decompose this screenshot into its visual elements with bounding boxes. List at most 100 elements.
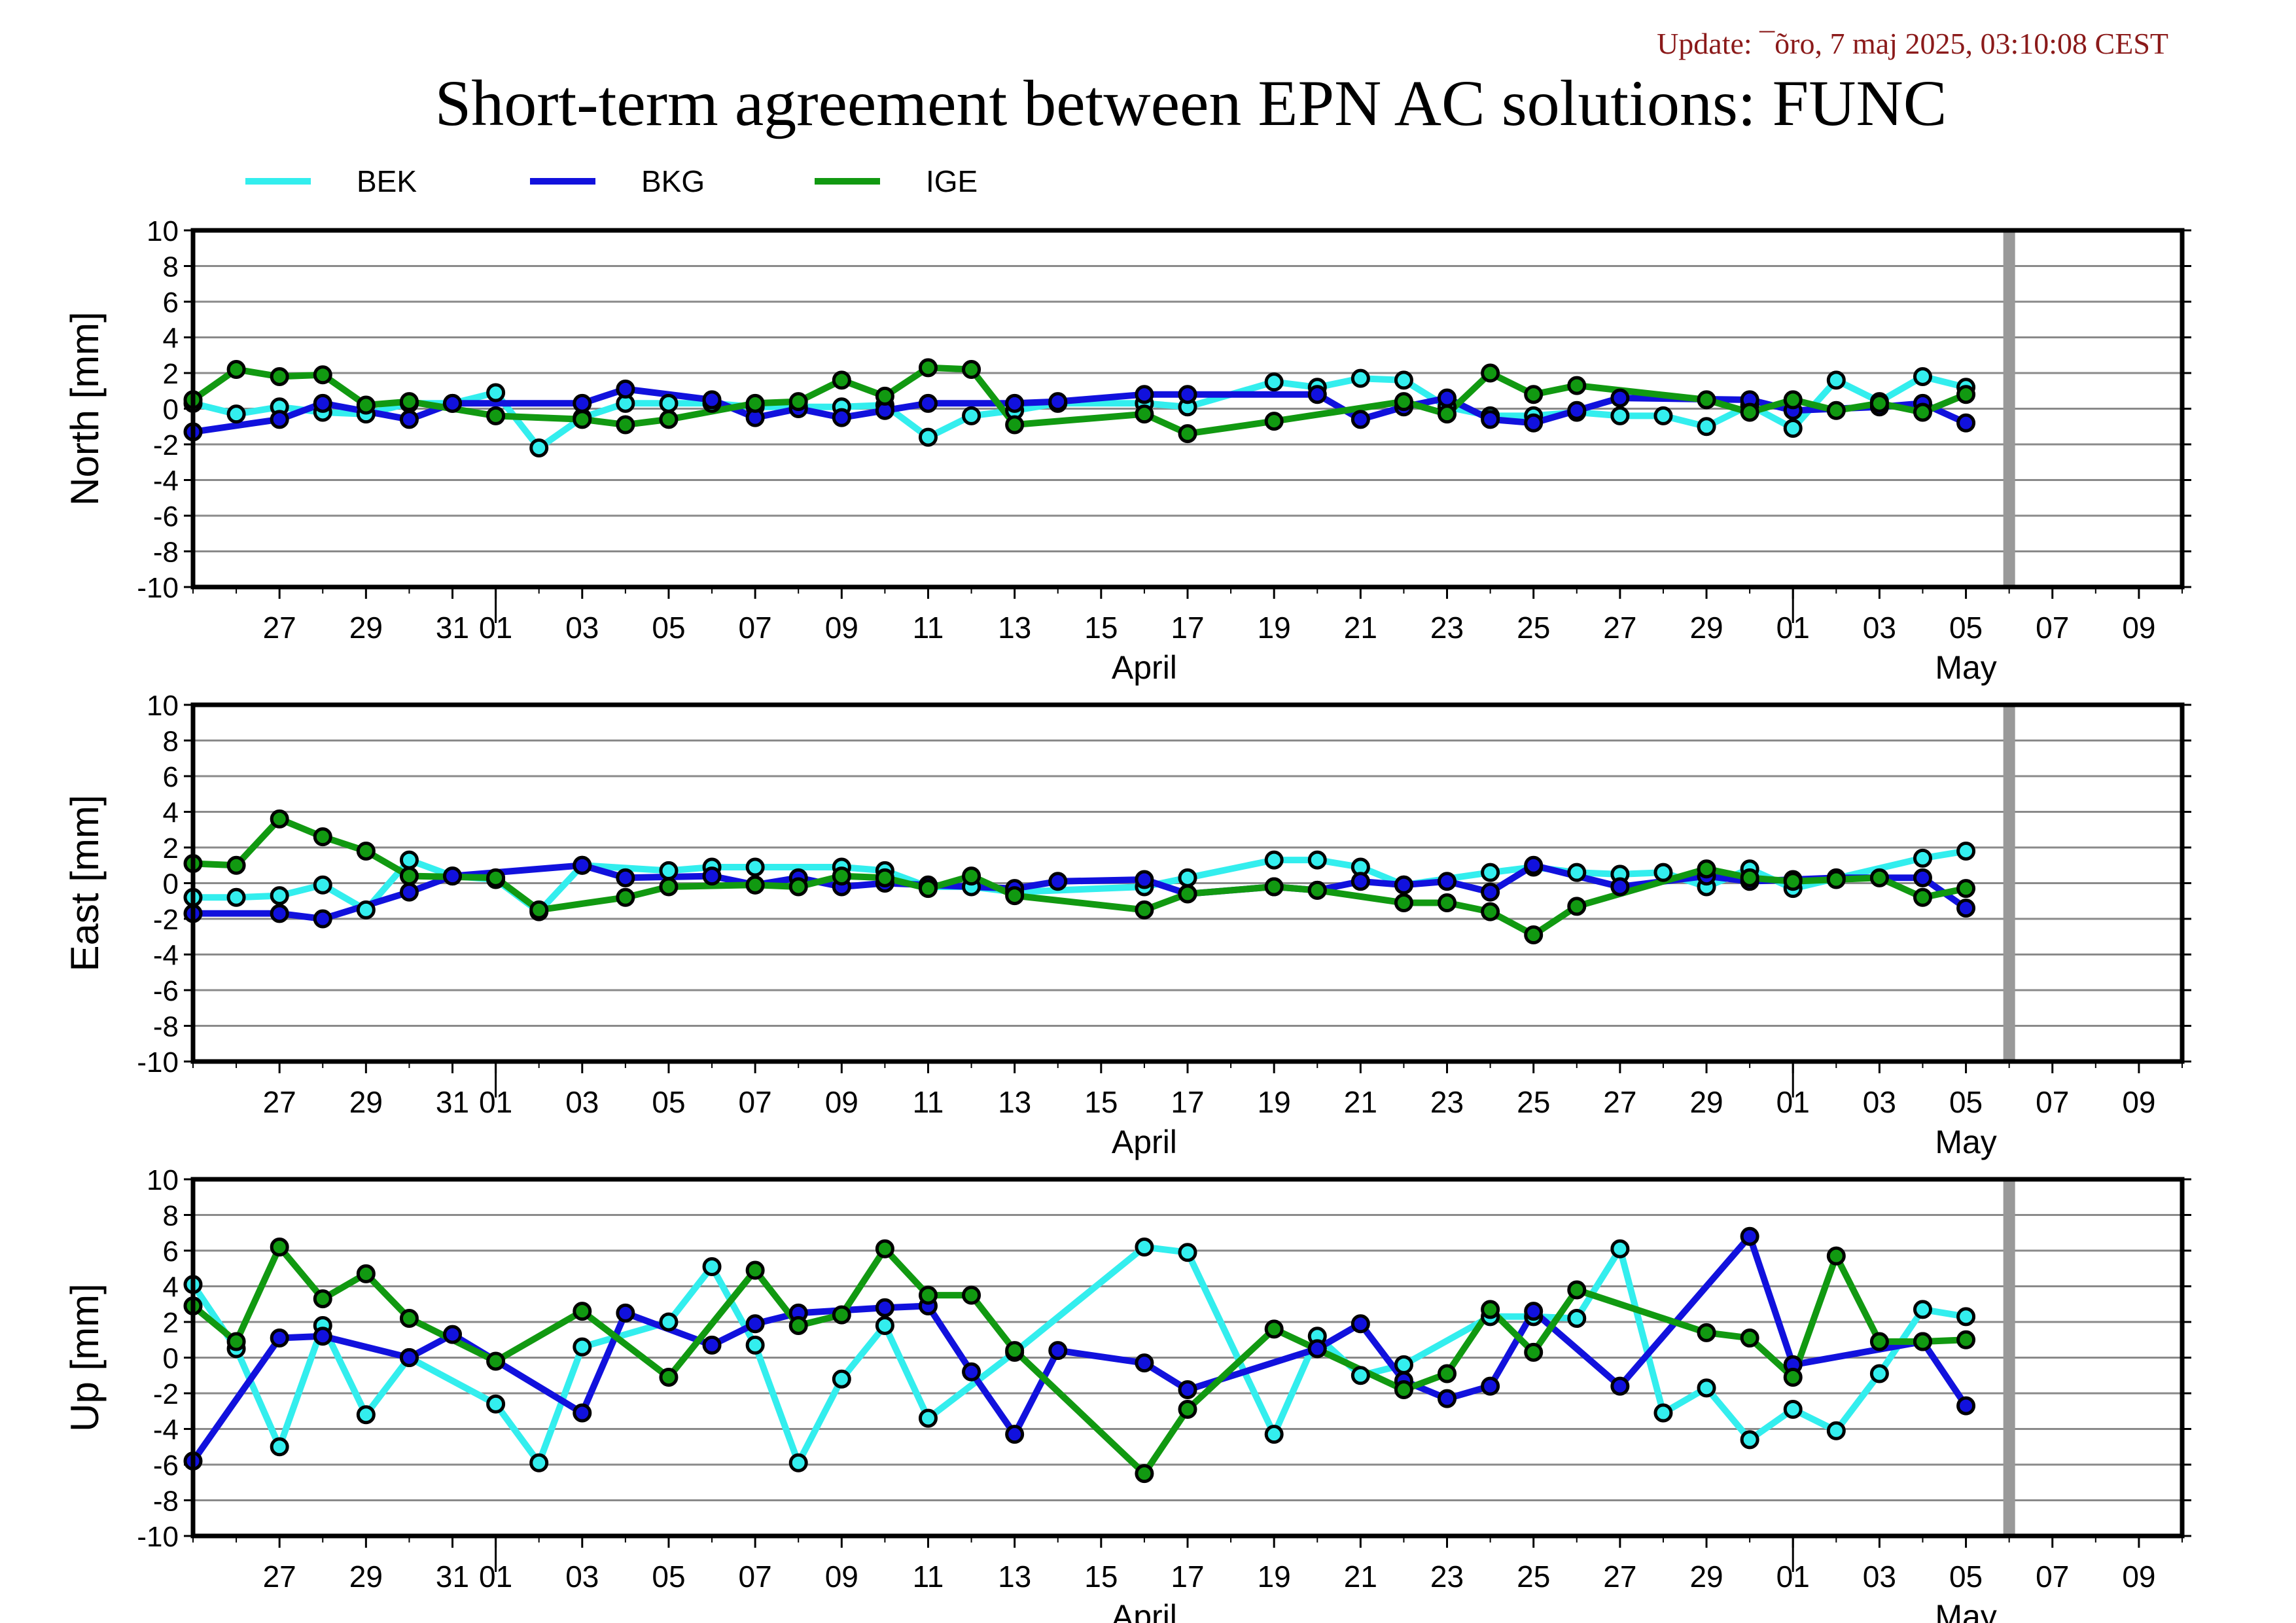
data-point-ige xyxy=(356,841,376,861)
data-point-ige xyxy=(486,1351,506,1371)
data-point-ige xyxy=(1697,1323,1716,1342)
y-tick-label: 10 xyxy=(147,1164,179,1196)
data-point-ige xyxy=(1826,401,1846,420)
data-point-bkg xyxy=(1481,410,1500,429)
data-point-bkg xyxy=(1394,875,1413,895)
x-tick-label: 01 xyxy=(479,1560,512,1594)
data-point-ige xyxy=(745,393,765,413)
y-tick-label: -8 xyxy=(153,1011,179,1043)
data-point-ige xyxy=(270,809,289,829)
panel-frame xyxy=(190,702,2185,1064)
x-tick-label: 29 xyxy=(1689,611,1723,645)
data-point-bek xyxy=(1264,372,1284,392)
data-point-bek xyxy=(1394,1355,1413,1374)
y-tick-label: 10 xyxy=(147,690,179,722)
data-point-ige xyxy=(832,370,851,390)
data-point-bkg xyxy=(1135,1353,1154,1373)
x-tick-label: 05 xyxy=(1949,611,1983,645)
data-point-bkg xyxy=(443,866,463,886)
data-point-bkg xyxy=(270,1329,289,1348)
legend-label-bek: BEK xyxy=(357,164,417,198)
x-tick-label: 07 xyxy=(2036,1085,2069,1119)
data-point-bkg xyxy=(875,1298,894,1317)
x-tick-label: 11 xyxy=(913,1560,944,1594)
data-point-bek xyxy=(1697,417,1716,437)
data-point-bkg xyxy=(702,390,722,410)
data-point-ige xyxy=(1826,1246,1846,1266)
data-point-bek xyxy=(1307,850,1327,870)
data-point-bkg xyxy=(573,393,592,413)
y-tick-label: -6 xyxy=(153,1450,179,1482)
data-point-ige xyxy=(486,406,506,425)
data-point-bek xyxy=(1653,1403,1673,1423)
data-point-ige xyxy=(1524,925,1544,945)
data-point-bek xyxy=(356,1405,376,1425)
series-line-bek xyxy=(192,373,1967,452)
data-point-bkg xyxy=(745,1314,765,1334)
data-point-bkg xyxy=(1178,385,1197,404)
data-point-ige xyxy=(962,1285,981,1305)
data-point-ige xyxy=(1005,1341,1025,1361)
y-tick-label: 6 xyxy=(163,287,179,319)
y-axis-label: North [mm] xyxy=(63,312,107,506)
x-tick-label: 03 xyxy=(565,1560,599,1594)
data-point-bkg xyxy=(1567,401,1587,420)
x-tick-label: 03 xyxy=(1863,1560,1896,1594)
data-point-ige xyxy=(399,392,419,412)
x-tick-label: 27 xyxy=(263,1085,296,1119)
data-point-ige xyxy=(832,866,851,886)
data-point-ige xyxy=(1264,412,1284,431)
data-point-bkg xyxy=(443,1325,463,1344)
x-tick-label: 11 xyxy=(913,1085,944,1119)
data-point-bek xyxy=(788,1453,808,1472)
data-point-ige xyxy=(1567,897,1587,916)
y-tick-label: 0 xyxy=(163,868,179,901)
x-tick-label: 17 xyxy=(1171,1085,1204,1119)
data-point-bkg xyxy=(1005,393,1025,413)
data-point-ige xyxy=(1913,1332,1932,1351)
data-point-bkg xyxy=(1048,872,1068,891)
x-tick-label: 19 xyxy=(1258,611,1291,645)
data-point-ige xyxy=(226,1332,246,1351)
y-tick-label: 4 xyxy=(163,323,179,355)
data-point-ige xyxy=(226,855,246,875)
data-point-bkg xyxy=(1481,882,1500,902)
data-point-bek xyxy=(1956,841,1976,861)
data-point-ige xyxy=(1135,900,1154,919)
data-point-bkg xyxy=(1956,899,1976,918)
x-tick-label: 09 xyxy=(825,1085,858,1119)
y-tick-label: -2 xyxy=(153,429,179,461)
data-point-ige xyxy=(1438,1364,1457,1383)
x-tick-label: 29 xyxy=(1689,1085,1723,1119)
data-point-bkg xyxy=(270,410,289,429)
data-point-ige xyxy=(1567,376,1587,395)
data-point-bkg xyxy=(1438,1389,1457,1408)
data-point-ige xyxy=(745,875,765,895)
legend-label-ige: IGE xyxy=(926,164,978,198)
data-point-ige xyxy=(270,366,289,386)
y-tick-label: -10 xyxy=(137,1521,179,1553)
data-point-bek xyxy=(1567,863,1587,882)
x-tick-label: 07 xyxy=(2036,611,2069,645)
data-point-bkg xyxy=(1610,1376,1630,1396)
data-point-ige xyxy=(788,392,808,412)
x-tick-label: 31 xyxy=(436,611,469,645)
y-tick-label: -10 xyxy=(137,572,179,604)
y-axis-label: Up [mm] xyxy=(63,1283,107,1432)
data-point-ige xyxy=(313,827,332,847)
x-tick-label: 21 xyxy=(1344,611,1377,645)
data-point-ige xyxy=(875,868,894,887)
x-tick-label: 05 xyxy=(652,1085,685,1119)
x-tick-label: 09 xyxy=(2122,1560,2155,1594)
data-point-ige xyxy=(1869,868,1889,887)
data-point-ige xyxy=(529,900,549,919)
data-point-ige xyxy=(313,365,332,385)
x-tick-label: 05 xyxy=(1949,1560,1983,1594)
data-point-bek xyxy=(1913,848,1932,868)
chart-title: Short-term agreement between EPN AC solu… xyxy=(434,67,1947,139)
data-point-bek xyxy=(573,1337,592,1357)
x-tick-label: 27 xyxy=(1603,1085,1636,1119)
y-tick-label: 0 xyxy=(163,394,179,426)
data-point-ige xyxy=(356,395,376,415)
data-point-bek xyxy=(832,1369,851,1389)
